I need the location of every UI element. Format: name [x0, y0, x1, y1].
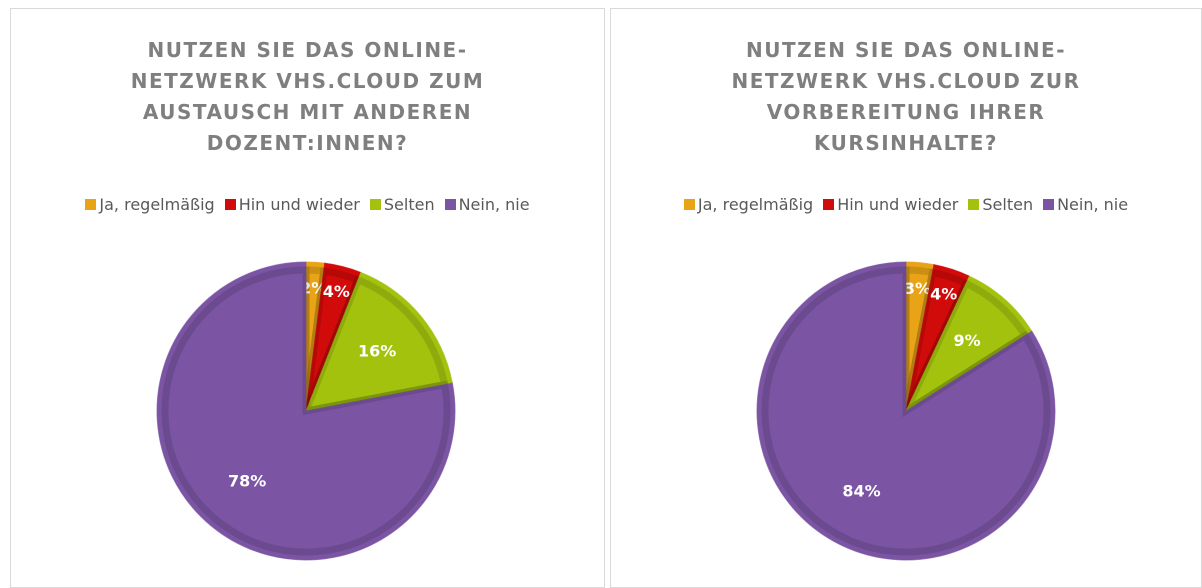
legend-item: Nein, nie: [1043, 195, 1128, 214]
legend-label: Ja, regelmäßig: [99, 195, 215, 214]
chart-title: NUTZEN SIE DAS ONLINE-NETZWERK VHS.CLOUD…: [130, 38, 485, 155]
legend-swatch: [369, 199, 381, 210]
legend-label: Selten: [383, 195, 435, 214]
legend-label: Nein, nie: [1057, 195, 1129, 214]
legend-item: Ja, regelmäßig: [85, 195, 215, 214]
legend: Ja, regelmäßig Hin und wieder Selten Nein, …: [611, 195, 1201, 214]
pie-slice: [156, 261, 456, 561]
pie-slice: [305, 271, 453, 412]
pie-chart: 2%4%16%78%: [156, 261, 456, 561]
legend-label: Nein, nie: [458, 195, 530, 214]
legend-swatch: [85, 199, 97, 210]
legend-item: Selten: [369, 195, 435, 214]
chart-panel: 3% 4% 9% 84% NUTZEN SIE DAS ONLINE-NETZWERK …: [610, 8, 1202, 588]
legend-label: Hin und wieder: [238, 195, 360, 214]
data-label: 16%: [358, 342, 396, 361]
chart-title: NUTZEN SIE DAS ONLINE-NETZWERK VHS.CLOUD…: [731, 38, 1081, 155]
legend: Ja, regelmäßig Hin und wieder Selten Nein, …: [11, 195, 604, 214]
data-label: 4%: [323, 282, 350, 301]
legend-swatch: [224, 199, 236, 210]
slice-shade: [897, 278, 1030, 421]
legend-label: Selten: [982, 195, 1034, 214]
data-label: 3%: [904, 279, 931, 298]
data-label: 84%: [842, 481, 880, 500]
slice-shade: [300, 275, 449, 416]
data-label: 9%: [954, 331, 981, 350]
legend-item: Ja, regelmäßig: [683, 195, 814, 214]
slice-shade: [761, 266, 1051, 556]
legend-item: Hin und wieder: [823, 195, 958, 214]
pie-slice: [904, 275, 1033, 413]
data-label: 78%: [228, 472, 266, 491]
legend-label: Hin und wieder: [837, 195, 959, 214]
legend-swatch: [823, 199, 835, 210]
page: 2% 4% 16% 78% NUTZEN SIE DAS ONLINE-NETZWERK…: [10, 8, 1202, 588]
data-label: 4%: [930, 284, 957, 303]
pie-chart: 3% 4% 9% 84%: [756, 261, 1056, 561]
chart-panel: 2% 4% 16% 78% NUTZEN SIE DAS ONLINE-NETZWERK…: [10, 8, 605, 588]
legend-label: Ja, regelmäßig: [697, 195, 814, 214]
legend-swatch: [968, 199, 980, 210]
legend-item: Selten: [968, 195, 1033, 214]
slice-shade: [161, 266, 451, 556]
legend-swatch: [683, 199, 695, 210]
legend-item: Hin und wieder: [224, 195, 360, 214]
legend-item: Nein, nie: [444, 195, 530, 214]
pie-slice: [756, 261, 1056, 561]
legend-swatch: [1043, 199, 1055, 210]
legend-swatch: [444, 199, 456, 210]
